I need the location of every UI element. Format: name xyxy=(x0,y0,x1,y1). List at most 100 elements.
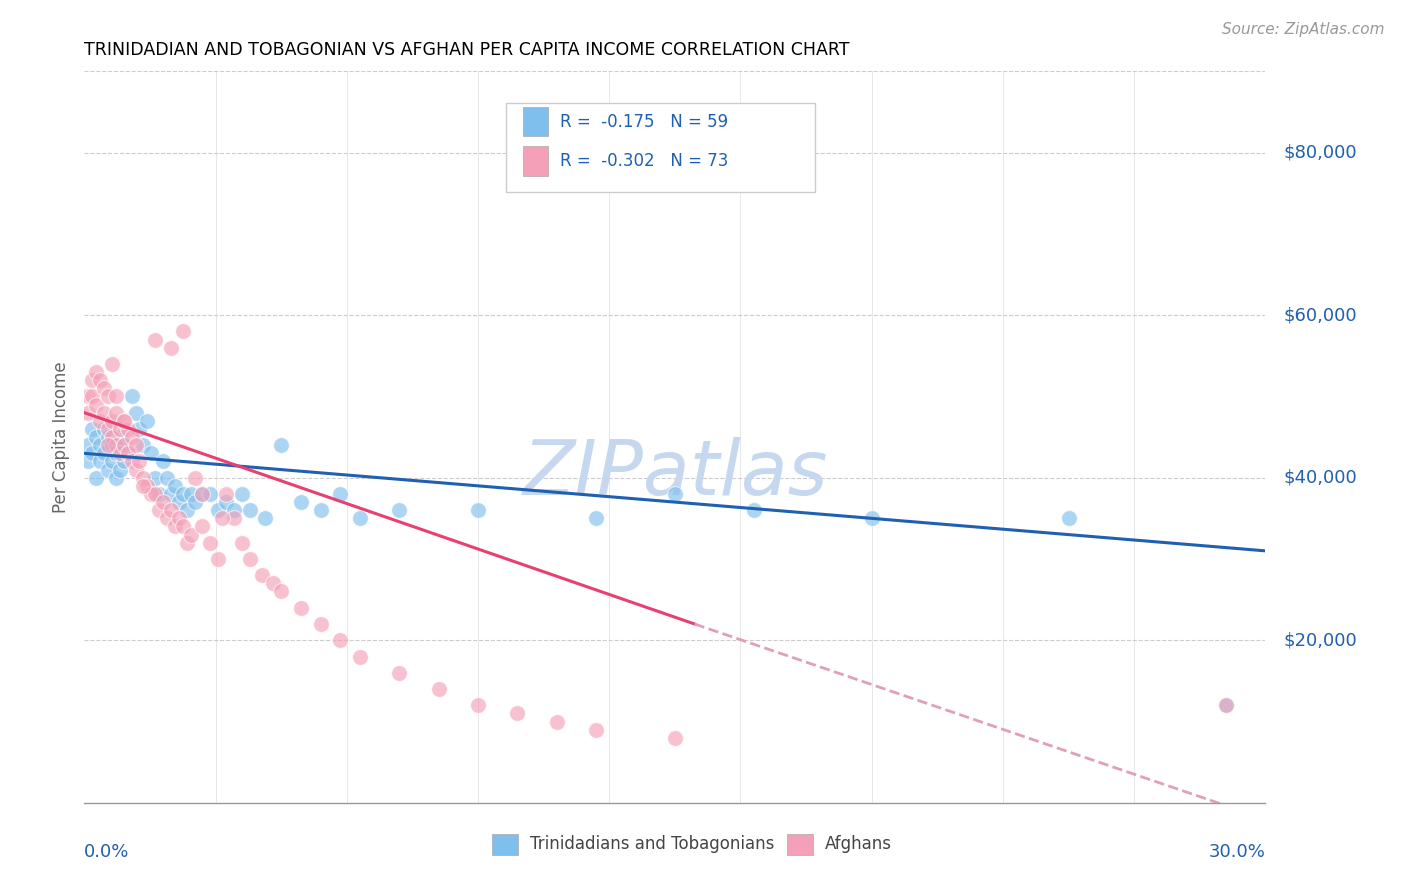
Point xyxy=(132,479,155,493)
Point xyxy=(200,535,222,549)
Point xyxy=(250,568,273,582)
Point xyxy=(124,462,146,476)
Point xyxy=(97,462,120,476)
Text: TRINIDADIAN AND TOBAGONIAN VS AFGHAN PER CAPITA INCOME CORRELATION CHART: TRINIDADIAN AND TOBAGONIAN VS AFGHAN PER… xyxy=(84,41,849,59)
Point xyxy=(742,503,765,517)
Point xyxy=(97,430,120,444)
Point xyxy=(585,723,607,737)
Point xyxy=(89,454,111,468)
Point xyxy=(117,446,139,460)
Point xyxy=(239,503,262,517)
Point xyxy=(104,406,127,420)
Point xyxy=(156,511,179,525)
Point xyxy=(467,698,489,713)
Point xyxy=(207,503,229,517)
Point xyxy=(207,552,229,566)
Point xyxy=(132,438,155,452)
Point xyxy=(427,681,450,696)
Point xyxy=(329,633,352,648)
Point xyxy=(172,519,194,533)
Point xyxy=(93,422,115,436)
Text: Source: ZipAtlas.com: Source: ZipAtlas.com xyxy=(1222,22,1385,37)
Text: $20,000: $20,000 xyxy=(1284,632,1357,649)
Point xyxy=(77,406,100,420)
Point xyxy=(180,527,202,541)
Point xyxy=(93,446,115,460)
Point xyxy=(101,414,124,428)
Point xyxy=(117,446,139,460)
Point xyxy=(349,649,371,664)
Point xyxy=(148,503,170,517)
Point xyxy=(180,487,202,501)
Point xyxy=(82,446,104,460)
Point xyxy=(104,446,127,460)
Point xyxy=(183,495,205,509)
Point xyxy=(254,511,277,525)
Point xyxy=(152,495,174,509)
Point xyxy=(121,430,143,444)
Point xyxy=(84,365,107,379)
Point xyxy=(101,357,124,371)
Point xyxy=(117,422,139,436)
Point xyxy=(546,714,568,729)
Point xyxy=(270,438,292,452)
Point xyxy=(222,503,245,517)
Point xyxy=(156,471,179,485)
Point xyxy=(97,422,120,436)
Point xyxy=(152,454,174,468)
Text: $80,000: $80,000 xyxy=(1284,144,1357,161)
Point xyxy=(108,446,131,460)
Point xyxy=(176,535,198,549)
Point xyxy=(108,422,131,436)
Point xyxy=(132,471,155,485)
Point xyxy=(124,438,146,452)
Point xyxy=(160,341,183,355)
Point xyxy=(290,495,312,509)
Point xyxy=(97,438,120,452)
Point xyxy=(89,373,111,387)
Point xyxy=(136,414,159,428)
Text: ZIPatlas: ZIPatlas xyxy=(522,437,828,510)
Point xyxy=(112,438,135,452)
Point xyxy=(143,487,166,501)
Point xyxy=(77,438,100,452)
Point xyxy=(1057,511,1080,525)
Point xyxy=(163,519,186,533)
Point xyxy=(1215,698,1237,713)
Point xyxy=(124,406,146,420)
Point xyxy=(89,414,111,428)
Point xyxy=(211,511,233,525)
Point xyxy=(101,438,124,452)
Point xyxy=(128,454,150,468)
Point xyxy=(215,487,238,501)
Point xyxy=(163,479,186,493)
Point xyxy=(121,389,143,403)
Point xyxy=(309,503,332,517)
Point xyxy=(664,487,686,501)
FancyBboxPatch shape xyxy=(492,833,517,855)
Text: 30.0%: 30.0% xyxy=(1209,843,1265,861)
Point xyxy=(270,584,292,599)
Point xyxy=(860,511,883,525)
Point xyxy=(136,479,159,493)
Text: $60,000: $60,000 xyxy=(1284,306,1357,324)
Point xyxy=(467,503,489,517)
Point xyxy=(172,325,194,339)
Point xyxy=(167,495,190,509)
Point xyxy=(82,422,104,436)
Point xyxy=(200,487,222,501)
Point xyxy=(215,495,238,509)
Point xyxy=(329,487,352,501)
Point xyxy=(141,446,163,460)
Point xyxy=(101,454,124,468)
Text: $40,000: $40,000 xyxy=(1284,468,1357,487)
Point xyxy=(112,438,135,452)
Point xyxy=(262,576,284,591)
Point xyxy=(77,389,100,403)
Point xyxy=(97,389,120,403)
Point xyxy=(82,389,104,403)
Text: R =  -0.175   N = 59: R = -0.175 N = 59 xyxy=(560,112,728,131)
Point xyxy=(141,487,163,501)
Point xyxy=(222,511,245,525)
Point xyxy=(108,430,131,444)
